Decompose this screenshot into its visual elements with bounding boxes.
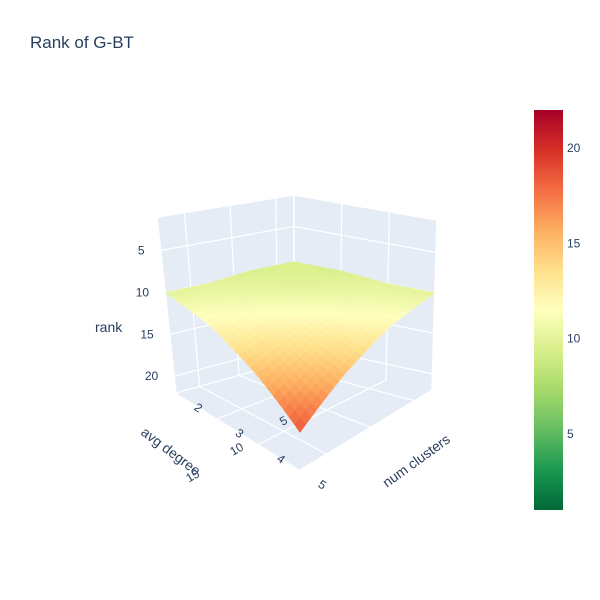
- colorbar-tick-label: 15: [567, 236, 581, 250]
- surface-cell: [294, 417, 306, 433]
- z-tick-label: 20: [145, 369, 159, 383]
- box-edge: [293, 194, 438, 221]
- y-tick-label: 10: [227, 440, 246, 459]
- y-axis-label: avg degree: [138, 424, 204, 479]
- box-edge: [156, 194, 295, 218]
- grid-line-z: [293, 225, 437, 253]
- colorbar-gradient: [534, 110, 563, 510]
- chart-title: Rank of G-BT: [30, 33, 134, 52]
- grid-line-z: [160, 225, 295, 252]
- colorbar-tick-label: 20: [567, 141, 581, 155]
- box-edge: [431, 219, 438, 391]
- grid-line-y: [199, 385, 327, 455]
- x-axis-label: num clusters: [379, 431, 453, 491]
- z-axis-label: rank: [95, 319, 123, 335]
- z-tick-label: 10: [136, 285, 150, 299]
- colorbar-tick-label: 10: [567, 332, 581, 346]
- x-tick-label: 5: [316, 477, 330, 492]
- surface[interactable]: [164, 261, 436, 433]
- colorbar-ticks: 5 10 15 20: [567, 141, 581, 441]
- grid-line-x: [299, 389, 433, 471]
- z-tick-label: 5: [138, 244, 145, 258]
- grid-line-x: [258, 379, 387, 445]
- box-edge: [156, 216, 177, 394]
- z-tick-label: 15: [140, 327, 154, 341]
- colorbar-tick-label: 5: [567, 427, 574, 441]
- y-tick-label: 15: [183, 466, 202, 485]
- colorbar: 5 10 15 20: [534, 110, 581, 510]
